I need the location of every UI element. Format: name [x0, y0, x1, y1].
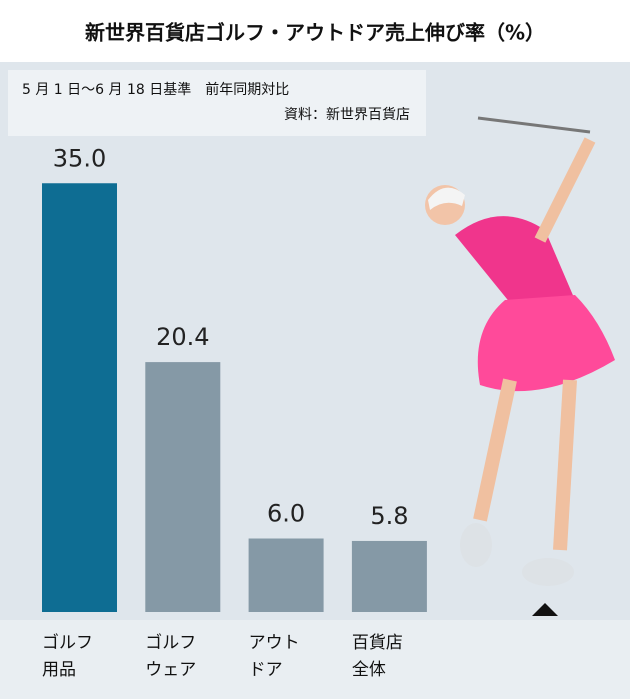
category-label: ドア [249, 660, 283, 680]
category-label: アウト [249, 633, 300, 653]
category-label: 百貨店 [352, 633, 403, 653]
bar [145, 362, 220, 612]
value-label: 5.8 [370, 502, 408, 530]
source: 資料：新世界百貨店 [284, 106, 410, 123]
category-label: ゴルフ [145, 632, 196, 653]
category-label: 全体 [352, 660, 386, 680]
value-label: 6.0 [267, 500, 305, 528]
label-area [0, 620, 630, 699]
chart-title: 新世界百貨店ゴルフ・アウトドア売上伸び率（%） [85, 21, 545, 45]
category-label: ウェア [145, 660, 196, 680]
category-label: 用品 [42, 660, 76, 680]
category-label: ゴルフ [42, 632, 93, 653]
bar [249, 539, 324, 613]
value-label: 35.0 [53, 144, 106, 172]
subtitle: 5 月 1 日～6 月 18 日基準 前年同期対比 [22, 81, 289, 98]
subtitle-box [8, 70, 426, 136]
bar [352, 541, 427, 612]
value-label: 20.4 [156, 323, 209, 351]
chart: 新世界百貨店ゴルフ・アウトドア売上伸び率（%） 5 月 1 日～6 月 18 日… [0, 0, 630, 699]
bar [42, 183, 117, 612]
